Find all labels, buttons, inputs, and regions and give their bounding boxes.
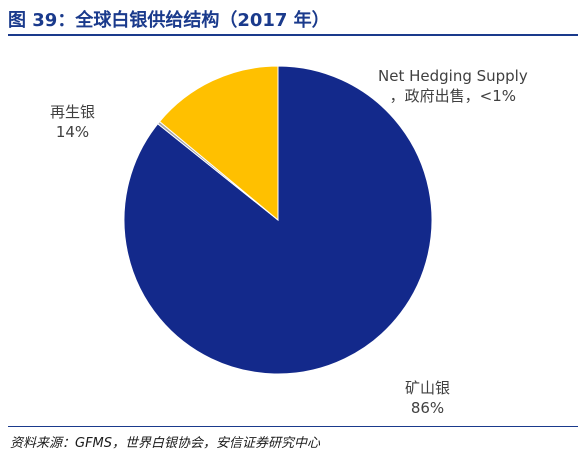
hedging-supply-label: Net Hedging Supply ，政府出售，<1% <box>378 66 528 106</box>
source-note: 资料来源：GFMS，世界白银协会，安信证券研究中心 <box>10 436 321 451</box>
pie-slice-2 <box>158 65 279 222</box>
title-divider <box>8 34 578 36</box>
source-divider <box>8 426 578 427</box>
mine-silver-pct: 86% <box>410 399 445 417</box>
hedging-supply-pct: ，政府出售，<1% <box>389 87 517 105</box>
recycled-silver-name: 再生银 <box>50 103 96 121</box>
pie-chart <box>0 40 586 426</box>
recycled-silver-label: 再生银 14% <box>50 102 95 142</box>
pie-chart-svg <box>123 65 433 375</box>
mine-silver-name: 矿山银 <box>405 379 451 397</box>
figure-title: 图 39：全球白银供给结构（2017 年） <box>8 10 330 31</box>
hedging-supply-name: Net Hedging Supply <box>378 67 528 85</box>
recycled-silver-pct: 14% <box>55 123 90 141</box>
mine-silver-label: 矿山银 86% <box>405 378 450 418</box>
